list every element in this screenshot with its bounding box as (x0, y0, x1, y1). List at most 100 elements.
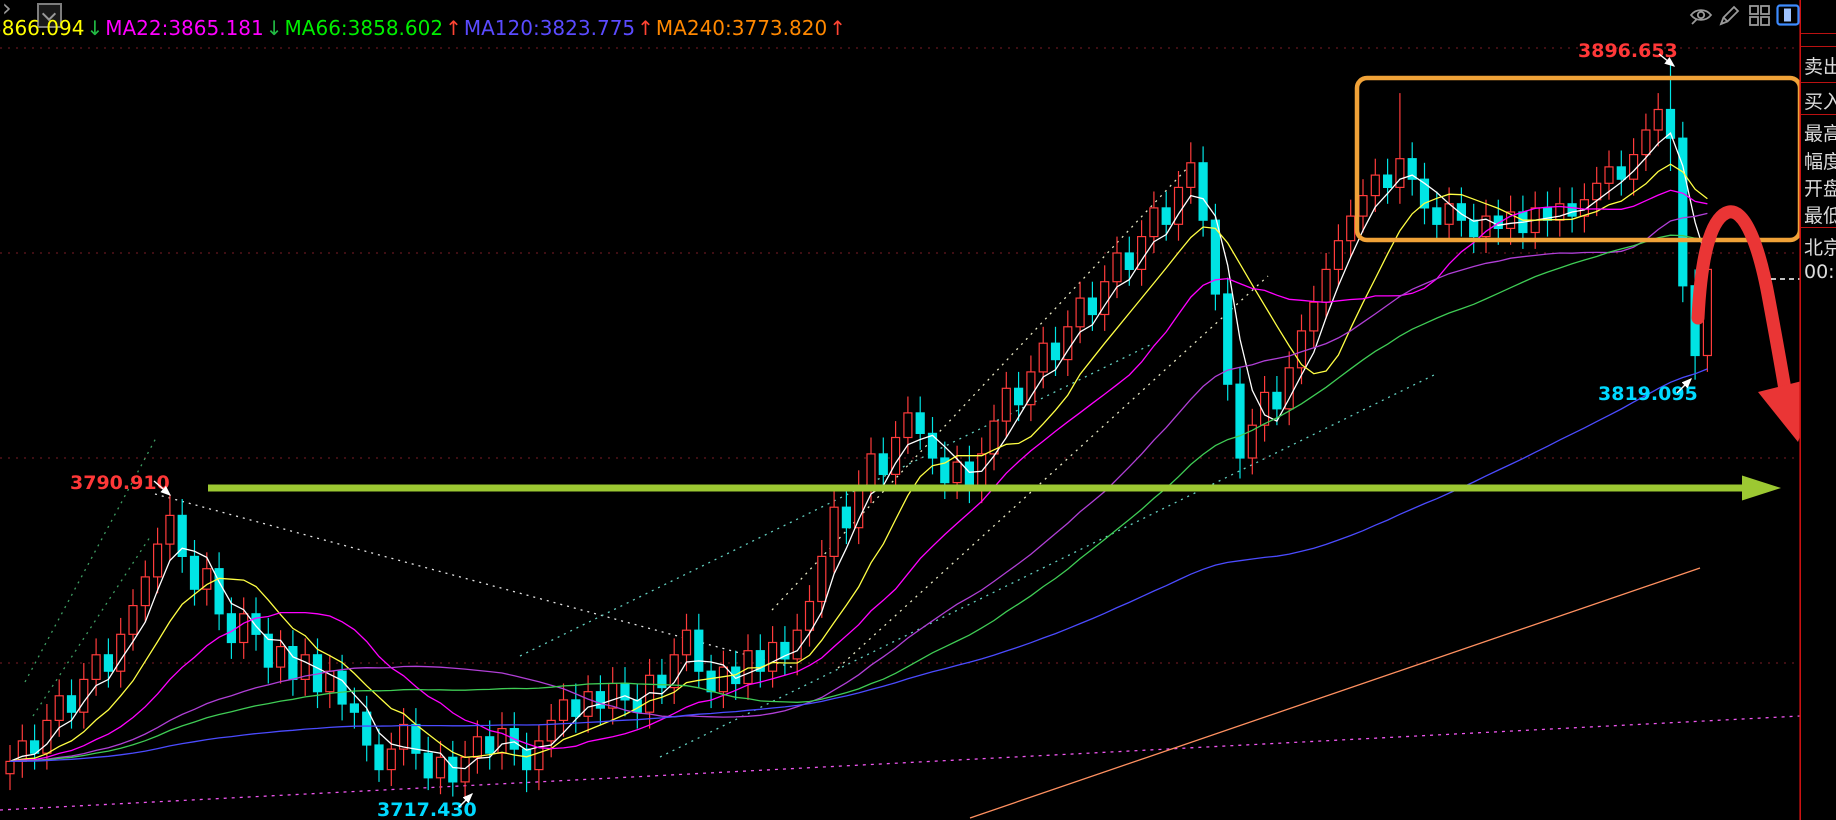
ma-slow-line (9, 234, 1708, 763)
candle (595, 675, 606, 725)
dropdown-checkbox-icon[interactable] (37, 3, 62, 28)
candle (792, 613, 802, 676)
candle (448, 740, 458, 797)
candle (534, 724, 544, 791)
indicator-segment: ↑ (637, 16, 654, 40)
panel-label: 北京 (1804, 237, 1836, 259)
candle (411, 708, 421, 770)
candle (1370, 158, 1380, 212)
candle (423, 736, 433, 791)
candle (1087, 281, 1098, 331)
trendline[interactable] (659, 372, 1439, 758)
panel-action-卖出[interactable]: 卖出 (1804, 56, 1836, 78)
price-label: 3717.430 (377, 799, 477, 820)
candle (669, 638, 679, 704)
candle (829, 490, 839, 573)
indicator-segment: MA240:3773.820 (655, 16, 828, 40)
candle (841, 490, 852, 545)
candle (915, 396, 925, 450)
indicator-segment: 3866.094 (0, 16, 85, 40)
candle (460, 740, 470, 799)
red-arrow-curve[interactable] (1691, 205, 1794, 409)
panel-label: 00: (1804, 261, 1835, 283)
trendline[interactable] (519, 343, 1153, 657)
panel-divider (1801, 33, 1836, 34)
candle (608, 667, 618, 725)
candle (1555, 187, 1565, 237)
panel-divider (1801, 227, 1836, 228)
indicator-segment: MA22:3865.181 (105, 16, 264, 40)
callout-arrow-icon (1676, 378, 1692, 394)
candle (485, 720, 495, 770)
candle (571, 683, 581, 733)
candle (1284, 351, 1294, 426)
panel-label: 开盘 (1804, 178, 1836, 200)
candle (288, 630, 298, 696)
candle (226, 597, 236, 659)
candle (1149, 191, 1159, 253)
candle (79, 663, 89, 729)
quote-panel: 卖出买入最高幅度开盘最低北京00: (1800, 0, 1836, 820)
eye-icon[interactable] (1688, 2, 1714, 28)
trendline[interactable] (837, 275, 1269, 669)
candle (1678, 121, 1688, 303)
candle (300, 638, 310, 696)
candle (1592, 166, 1602, 217)
panel-action-买入[interactable]: 买入 (1804, 91, 1836, 113)
panel-label: 最高 (1804, 123, 1836, 145)
candle (964, 445, 975, 504)
panel-divider (1801, 114, 1836, 115)
candle (1026, 355, 1036, 422)
candle (1124, 236, 1134, 286)
indicator-segment: ↑ (829, 16, 846, 40)
candle (1198, 146, 1208, 237)
candle (1161, 191, 1171, 241)
callout-arrow-icon (1658, 53, 1676, 67)
ma-slower-line (9, 368, 1708, 763)
pencil-icon[interactable] (1717, 2, 1743, 28)
panel-divider (1801, 82, 1836, 83)
candle (1542, 191, 1553, 237)
candle (854, 470, 864, 545)
candle (1579, 183, 1590, 233)
chevron-right-icon[interactable]: › (2, 0, 12, 22)
indicator-segment: ↓ (265, 16, 283, 40)
candle (1259, 376, 1270, 442)
candle (1616, 150, 1626, 196)
candle (91, 638, 101, 696)
candle (521, 732, 532, 793)
trendline[interactable] (32, 536, 151, 717)
candle (743, 634, 753, 700)
trendline[interactable] (0, 715, 1801, 811)
ma-indicator-row: 3866.094↓MA22:3865.181↓MA66:3858.602↑MA1… (0, 16, 848, 40)
grid-icon[interactable] (1746, 2, 1772, 28)
annotation-layer: 3896.653 3790.910 3717.430 3819.095 (70, 0, 1822, 820)
candle (17, 724, 27, 778)
candle (1173, 171, 1184, 241)
candle (1038, 326, 1048, 389)
trendline[interactable] (969, 567, 1701, 819)
candle (718, 650, 729, 709)
price-label: 3790.910 (70, 472, 170, 494)
gridline-layer (0, 47, 1836, 664)
trendline[interactable] (771, 162, 1193, 611)
green-arrow-head (1742, 475, 1781, 501)
candle (202, 552, 212, 606)
candle (214, 552, 224, 631)
candle (30, 724, 40, 770)
trendline-layer (0, 162, 1801, 819)
candle (1456, 187, 1467, 237)
candle (767, 626, 778, 688)
chart-panel-icon[interactable] (1775, 2, 1801, 28)
green-arrow-body[interactable] (208, 484, 1742, 492)
panel-label: 最低 (1804, 205, 1836, 227)
candle (1013, 371, 1024, 422)
candle (780, 626, 790, 676)
candle (5, 745, 15, 791)
ma-mid-line (9, 189, 1708, 763)
candle (165, 495, 175, 561)
indicator-segment: MA120:3823.775 (463, 16, 636, 40)
ma-fast-line (9, 132, 1709, 770)
candle (1604, 150, 1614, 200)
